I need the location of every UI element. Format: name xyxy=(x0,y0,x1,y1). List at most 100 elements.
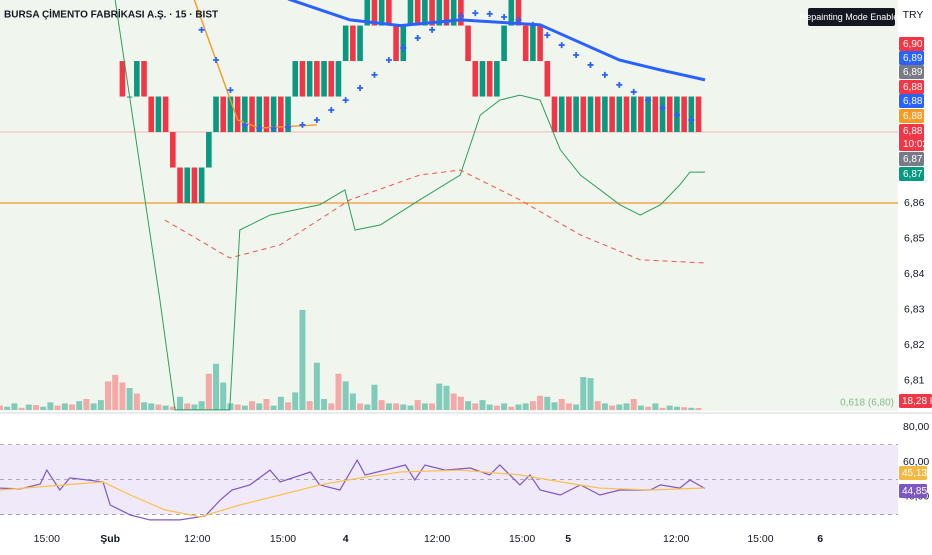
volume-bar xyxy=(299,309,306,410)
candle xyxy=(580,96,587,133)
volume-bar xyxy=(385,403,392,410)
marker xyxy=(285,124,292,131)
candle xyxy=(630,96,637,133)
candle xyxy=(162,96,169,133)
marker xyxy=(573,52,580,59)
fib-label: 0,618 (6,80) xyxy=(840,398,894,409)
axes: 6,86 6,85 6,84 6,83 6,82 6,81 6,90 6,89 6,89 6,88… xyxy=(34,37,932,545)
volume-bar xyxy=(97,400,104,410)
candle xyxy=(659,96,666,133)
marker xyxy=(213,56,220,63)
y-tick-label: 6,83 xyxy=(904,303,925,315)
candle xyxy=(141,61,147,97)
volume-bar xyxy=(393,403,400,410)
marker xyxy=(299,121,306,128)
candle xyxy=(285,96,291,133)
volume-bar xyxy=(623,403,630,410)
price-tag-label: 6,90 xyxy=(903,39,923,50)
candle xyxy=(458,0,464,26)
rsi-tag-label: 44,85 xyxy=(902,486,927,497)
volume-bar xyxy=(11,403,18,410)
candle xyxy=(537,25,543,62)
candle xyxy=(220,96,227,133)
volume-bar xyxy=(205,373,212,410)
volume-bar xyxy=(688,407,695,410)
marker xyxy=(601,71,608,78)
volume-bar xyxy=(551,402,558,410)
candle xyxy=(623,96,630,133)
volume-bar xyxy=(342,381,349,410)
volume-bar xyxy=(695,407,702,410)
price-plot xyxy=(0,0,898,411)
volume-bar xyxy=(529,401,536,410)
volume-bar xyxy=(558,399,565,410)
volume-bar xyxy=(335,373,342,410)
indicator-line xyxy=(164,169,706,264)
volume-bar xyxy=(457,396,464,410)
candle xyxy=(666,96,673,133)
volume-bar xyxy=(256,403,263,410)
volume-bar xyxy=(515,404,522,410)
x-tick-label: 15:00 xyxy=(34,533,60,545)
x-tick-label: 12:00 xyxy=(424,533,450,545)
candle xyxy=(688,96,695,133)
volume-bar xyxy=(594,401,601,410)
candle xyxy=(364,0,371,26)
indicator-line xyxy=(193,0,317,129)
volume-bar xyxy=(61,403,68,410)
badge-box xyxy=(808,8,895,26)
badge: Repainting Mode Enabled xyxy=(800,12,904,22)
candle xyxy=(270,96,277,133)
candle xyxy=(155,96,162,133)
marker xyxy=(256,125,263,132)
volume-bar xyxy=(263,399,270,410)
volume-bar xyxy=(47,402,54,410)
marker xyxy=(241,121,248,128)
volume-bar xyxy=(285,402,292,410)
volume-bar xyxy=(162,405,169,410)
y-tick-label: 6,82 xyxy=(904,339,925,351)
price-tag xyxy=(899,80,924,94)
volume-bar xyxy=(673,406,680,410)
volume-bar xyxy=(580,377,587,410)
marker xyxy=(630,88,637,95)
y-tick-label: 6,84 xyxy=(904,268,925,280)
marker xyxy=(544,32,551,39)
candle xyxy=(573,96,579,133)
volume-bar xyxy=(659,407,666,410)
candle xyxy=(170,132,176,168)
x-tick-label: 15:00 xyxy=(747,533,773,545)
volume-bar xyxy=(69,404,76,410)
candle xyxy=(501,25,507,62)
rsi-plot xyxy=(0,444,898,521)
price-tag xyxy=(899,124,924,151)
price-tag xyxy=(899,152,924,166)
candle xyxy=(148,96,155,133)
candle xyxy=(234,96,241,133)
price-panel xyxy=(0,0,898,411)
rsi-tag-label: 45,13 xyxy=(902,468,927,479)
marker xyxy=(515,16,522,23)
volume-bar xyxy=(227,403,234,410)
volume-bar xyxy=(177,396,184,410)
currency[interactable]: TRY xyxy=(903,9,924,21)
candle xyxy=(652,96,659,133)
candle xyxy=(242,96,248,133)
candle xyxy=(551,96,558,133)
volume-bar xyxy=(645,406,652,410)
candle xyxy=(436,0,443,26)
candle xyxy=(357,25,363,62)
volume-bar xyxy=(436,383,443,410)
marker xyxy=(313,116,320,123)
price-tag-label: 6,87 xyxy=(903,154,923,165)
x-tick-label: 12:00 xyxy=(184,533,210,545)
volume-bar xyxy=(40,406,47,410)
x-tick-label: 15:00 xyxy=(270,533,296,545)
candle xyxy=(321,61,327,97)
candle xyxy=(263,96,270,133)
candle xyxy=(609,96,615,133)
volume-bar xyxy=(133,393,140,410)
marker xyxy=(501,14,508,21)
